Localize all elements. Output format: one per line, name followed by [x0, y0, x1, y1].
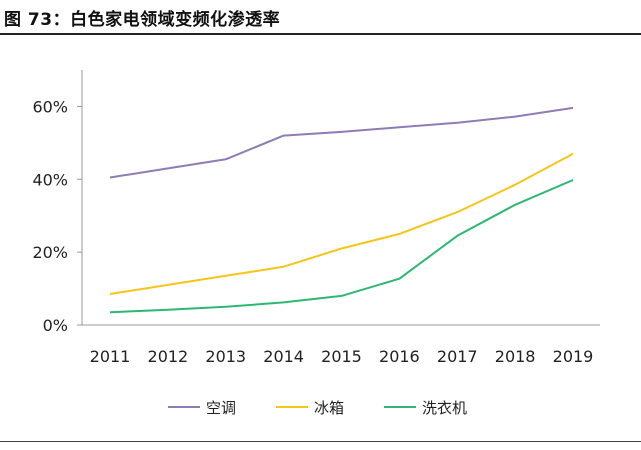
series-line-洗衣机	[109, 179, 574, 314]
x-tick-labels: 2011 2012 2013 2014 2015 2016 2017 2018 2019	[90, 347, 594, 366]
x-tick-label: 2014	[263, 347, 304, 366]
y-tick-label: 60%	[32, 97, 68, 116]
x-tick-label: 2013	[205, 347, 246, 366]
top-rule	[0, 33, 641, 35]
x-tick-label: 2018	[495, 347, 536, 366]
legend-label: 冰箱	[314, 399, 344, 417]
y-tick-labels: 0% 20% 40% 60%	[32, 97, 82, 335]
legend-label: 洗衣机	[422, 399, 467, 417]
legend-label: 空调	[206, 399, 236, 417]
chart-axes	[81, 70, 600, 326]
series-line-冰箱	[109, 152, 574, 295]
x-tick-label: 2012	[148, 347, 189, 366]
x-tick-label: 2015	[321, 347, 362, 366]
y-tick-label: 40%	[32, 170, 68, 189]
x-tick-label: 2017	[437, 347, 478, 366]
series-line-空调	[109, 106, 574, 179]
bottom-rule	[0, 441, 641, 442]
series-lines	[109, 106, 574, 314]
y-tick-label: 0%	[43, 316, 68, 335]
legend: 空调 冰箱 洗衣机	[168, 399, 467, 417]
x-tick-label: 2016	[379, 347, 420, 366]
y-tick-label: 20%	[32, 243, 68, 262]
figure-title: 图 73：白色家电领域变频化渗透率	[4, 10, 281, 30]
x-tick-label: 2019	[553, 347, 594, 366]
x-tick-label: 2011	[90, 347, 131, 366]
